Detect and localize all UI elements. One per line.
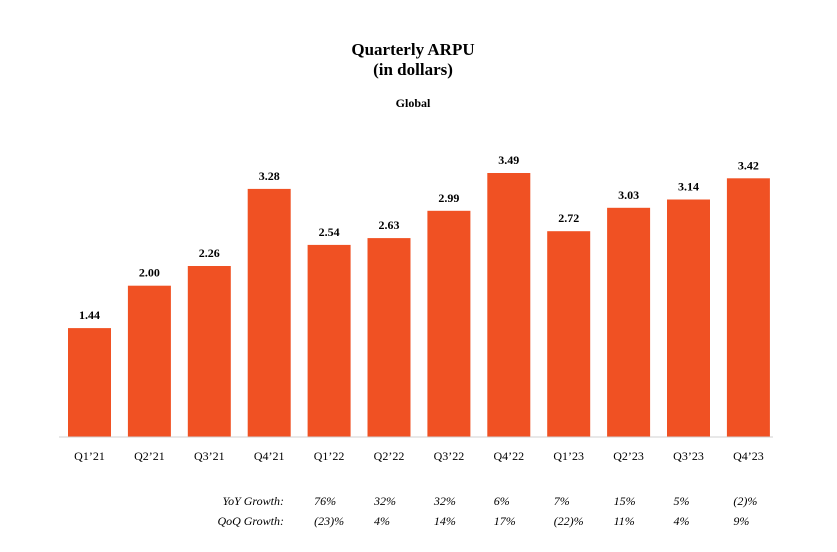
growth-value: 32% [373,494,396,508]
x-tick-label: Q3’21 [194,449,225,463]
growth-value: 17% [494,514,516,528]
bars-layer: 1.44 2.00 2.26 3.28 2.54 2.63 2.99 3.49 2.72 3.03… [68,153,770,438]
bar-value-label: 2.72 [558,211,579,225]
growth-value: 9% [733,514,749,528]
x-tick-label: Q2’21 [134,449,165,463]
bar [127,285,171,437]
bar [68,328,111,437]
bar-value-label: 3.42 [738,158,759,172]
bar [607,207,651,437]
bar-value-label: 3.49 [498,153,519,167]
bar-value-label: 2.99 [438,191,459,205]
x-tick-label: Q1’21 [74,449,105,463]
x-tick-label: Q2’22 [374,449,405,463]
bar-value-label: 3.14 [678,180,699,194]
growth-value: 5% [674,494,690,508]
bar-value-label: 3.03 [618,188,639,202]
bar-value-label: 2.00 [139,266,160,280]
growth-value: (22)% [554,514,584,528]
growth-value: 11% [614,514,635,528]
growth-value: 32% [433,494,456,508]
bar [367,238,411,437]
bar [667,199,710,437]
growth-value: 4% [374,514,390,528]
x-tick-label: Q2’23 [613,449,644,463]
growth-row-label: QoQ Growth: [217,514,284,528]
bar [726,178,770,438]
growth-value: (2)% [733,494,757,508]
growth-row-label: YoY Growth: [223,494,284,508]
x-tick-label: Q4’22 [493,449,524,463]
bar [247,188,291,437]
growth-table: YoY Growth: 76% 32% 32% 6% 7% 15% 5% (2)% QoQ Gro… [217,494,757,528]
bar-value-label: 1.44 [79,308,100,322]
x-tick-labels: Q1’21 Q2’21 Q3’21 Q4’21 Q1’22 Q2’22 Q3’22 Q4’22… [74,449,764,463]
growth-value: 7% [554,494,570,508]
bar [307,244,351,437]
x-tick-label: Q4’23 [733,449,764,463]
growth-value: 14% [434,514,456,528]
growth-value: 4% [674,514,690,528]
growth-value: 76% [314,494,336,508]
x-tick-label: Q1’23 [553,449,584,463]
growth-value: 15% [614,494,636,508]
bar [547,231,591,437]
x-tick-label: Q3’23 [673,449,704,463]
x-tick-label: Q3’22 [434,449,465,463]
x-tick-label: Q4’21 [254,449,285,463]
bar [187,266,231,437]
bar [487,173,531,437]
bar-value-label: 2.63 [379,218,400,232]
bar-value-label: 3.28 [259,169,280,183]
chart-title: Quarterly ARPU [351,40,474,59]
growth-value: 6% [494,494,510,508]
region-label: Global [396,96,431,110]
bar-value-label: 2.54 [319,225,340,239]
bar-value-label: 2.26 [199,246,220,260]
x-tick-label: Q1’22 [314,449,345,463]
bar [427,210,471,437]
growth-value: (23)% [314,514,344,528]
chart-subtitle: (in dollars) [373,60,453,79]
